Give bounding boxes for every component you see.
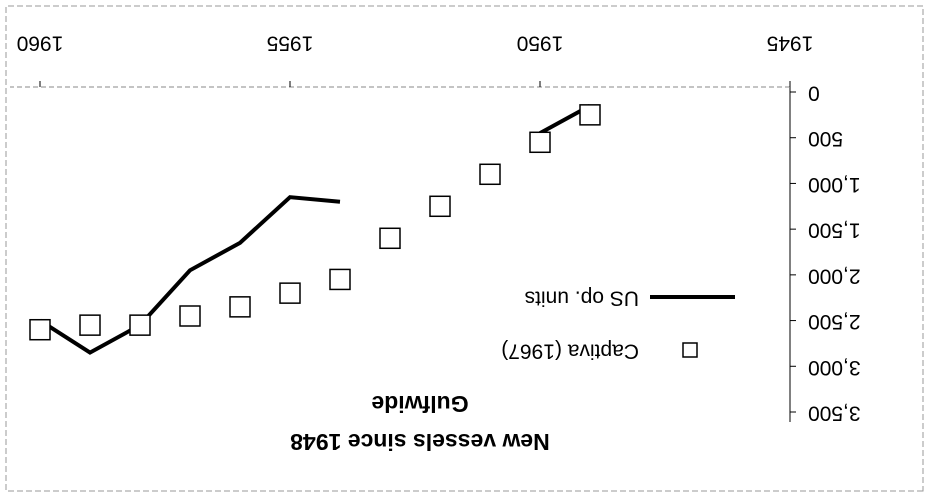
legend-label: US op. units bbox=[525, 286, 639, 309]
x-tick-label: 1955 bbox=[267, 31, 314, 54]
chart-body: New vessels since 1948 Gulfwide 0 500 1,00… bbox=[5, 5, 924, 492]
series-marker bbox=[79, 314, 101, 336]
series-marker bbox=[29, 318, 51, 341]
legend-label: Captiva (1967) bbox=[501, 339, 639, 362]
series-line bbox=[38, 103, 591, 355]
y-tick-label: 3,000 bbox=[808, 356, 861, 379]
series-marker bbox=[179, 305, 201, 327]
y-tick-label: 0 bbox=[808, 81, 820, 104]
y-tick-label: 2,000 bbox=[808, 264, 861, 287]
series-marker bbox=[379, 227, 401, 250]
series-marker bbox=[279, 282, 301, 304]
series-marker bbox=[429, 195, 451, 218]
series-marker bbox=[329, 268, 351, 291]
series-marker bbox=[529, 131, 551, 154]
series-marker bbox=[479, 163, 501, 186]
y-tick-label: 2,500 bbox=[808, 310, 861, 333]
y-tick-label: 1,000 bbox=[808, 173, 861, 196]
x-tick-label: 1945 bbox=[767, 31, 814, 54]
series-marker bbox=[579, 104, 601, 126]
chart-title: New vessels since 1948 bbox=[290, 429, 550, 455]
frame bbox=[5, 5, 924, 492]
y-tick-label: 1,500 bbox=[808, 219, 861, 242]
series-marker bbox=[229, 296, 251, 318]
legend-marker bbox=[682, 342, 698, 358]
chart-subtitle: Gulfwide bbox=[371, 391, 468, 417]
x-tick-label: 1960 bbox=[17, 31, 64, 54]
series-marker bbox=[129, 314, 151, 336]
y-tick-label: 3,500 bbox=[808, 401, 861, 424]
y-tick-label: 500 bbox=[808, 127, 843, 150]
x-tick-label: 1950 bbox=[517, 31, 564, 54]
